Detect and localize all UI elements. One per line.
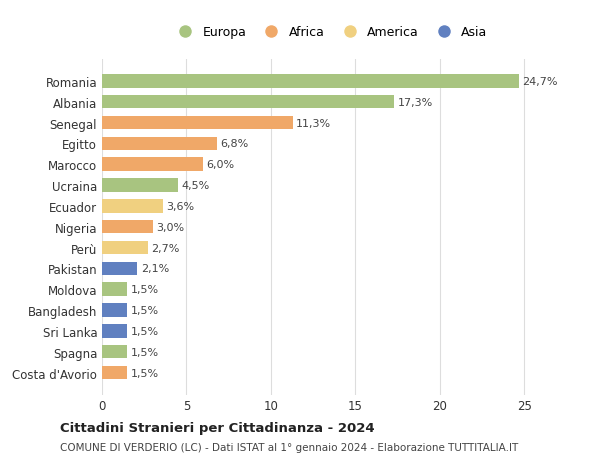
Text: 3,0%: 3,0%: [156, 222, 184, 232]
Bar: [102, 158, 203, 172]
Text: 1,5%: 1,5%: [131, 368, 159, 378]
Text: 1,5%: 1,5%: [131, 305, 159, 315]
Text: 1,5%: 1,5%: [131, 347, 159, 357]
Legend: Europa, Africa, America, Asia: Europa, Africa, America, Asia: [169, 22, 491, 43]
Text: Cittadini Stranieri per Cittadinanza - 2024: Cittadini Stranieri per Cittadinanza - 2…: [60, 421, 374, 435]
Bar: [102, 303, 127, 317]
Bar: [102, 345, 127, 359]
Bar: [102, 241, 148, 255]
Text: 24,7%: 24,7%: [523, 77, 558, 87]
Text: 2,7%: 2,7%: [151, 243, 179, 253]
Text: 11,3%: 11,3%: [296, 118, 331, 128]
Text: 1,5%: 1,5%: [131, 285, 159, 295]
Bar: [102, 220, 152, 234]
Bar: [102, 137, 217, 151]
Bar: [102, 95, 394, 109]
Text: 17,3%: 17,3%: [398, 97, 433, 107]
Text: COMUNE DI VERDERIO (LC) - Dati ISTAT al 1° gennaio 2024 - Elaborazione TUTTITALI: COMUNE DI VERDERIO (LC) - Dati ISTAT al …: [60, 442, 518, 452]
Text: 1,5%: 1,5%: [131, 326, 159, 336]
Bar: [102, 262, 137, 275]
Bar: [102, 325, 127, 338]
Bar: [102, 283, 127, 297]
Text: 4,5%: 4,5%: [181, 181, 209, 190]
Bar: [102, 75, 519, 89]
Text: 3,6%: 3,6%: [166, 202, 194, 212]
Bar: [102, 200, 163, 213]
Bar: [102, 366, 127, 380]
Bar: [102, 117, 293, 130]
Text: 6,8%: 6,8%: [220, 139, 248, 149]
Text: 6,0%: 6,0%: [207, 160, 235, 170]
Bar: [102, 179, 178, 192]
Text: 2,1%: 2,1%: [141, 264, 169, 274]
